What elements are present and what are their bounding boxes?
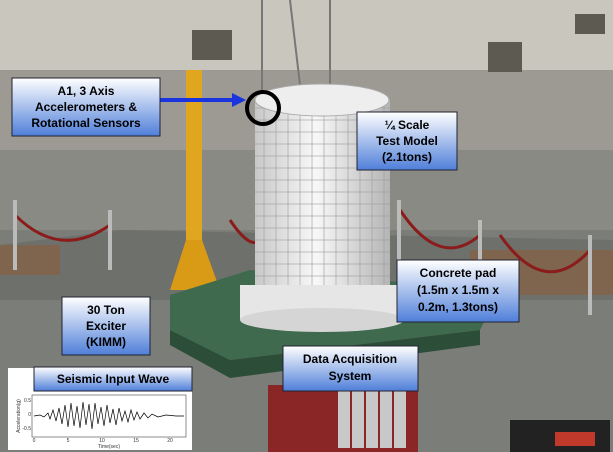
- wave-title: Seismic Input Wave: [57, 372, 170, 386]
- label-line: Accelerometers &: [35, 100, 137, 114]
- y-tick-label: 0.5: [24, 398, 31, 404]
- x-tick-label: 15: [133, 438, 139, 444]
- wave-inset: Seismic Input Wave Acceleration(g) Time(…: [8, 367, 192, 450]
- page: {"labels": { "sensors": ["A1, 3 Axis", "…: [0, 0, 613, 452]
- y-tick-label: 0: [28, 412, 31, 418]
- x-tick-label: 5: [67, 438, 70, 444]
- sensors-label: A1, 3 Axis Accelerometers & Rotational S…: [12, 78, 160, 136]
- y-tick-label: -0.5: [22, 426, 31, 432]
- label-line: Data Acquisition: [303, 352, 397, 366]
- daq-label: Data Acquisition System: [283, 346, 418, 391]
- label-line: (1.5m x 1.5m x: [417, 283, 499, 297]
- x-tick-label: 10: [99, 438, 105, 444]
- y-axis-label: Acceleration(g): [16, 399, 22, 433]
- label-line: (KIMM): [86, 335, 126, 349]
- annotated-photo: A1, 3 Axis Accelerometers & Rotational S…: [0, 0, 613, 452]
- label-line: Exciter: [86, 319, 126, 333]
- label-line: Test Model: [376, 134, 438, 148]
- label-line: Rotational Sensors: [31, 116, 141, 130]
- exciter-label: 30 Ton Exciter (KIMM): [62, 297, 150, 355]
- label-line: 30 Ton: [87, 303, 125, 317]
- label-line: 0.2m, 1.3tons): [418, 300, 498, 314]
- label-line: Concrete pad: [420, 266, 497, 280]
- label-line: ¼ Scale: [385, 118, 430, 132]
- x-tick-label: 0: [33, 438, 36, 444]
- model-label: ¼ Scale Test Model (2.1tons): [357, 112, 457, 170]
- label-line: A1, 3 Axis: [58, 84, 115, 98]
- x-tick-label: 20: [167, 438, 173, 444]
- pad-label: Concrete pad (1.5m x 1.5m x 0.2m, 1.3ton…: [397, 260, 519, 322]
- x-axis-label: Time(sec): [98, 444, 120, 450]
- label-line: (2.1tons): [382, 150, 432, 164]
- label-line: System: [329, 369, 372, 383]
